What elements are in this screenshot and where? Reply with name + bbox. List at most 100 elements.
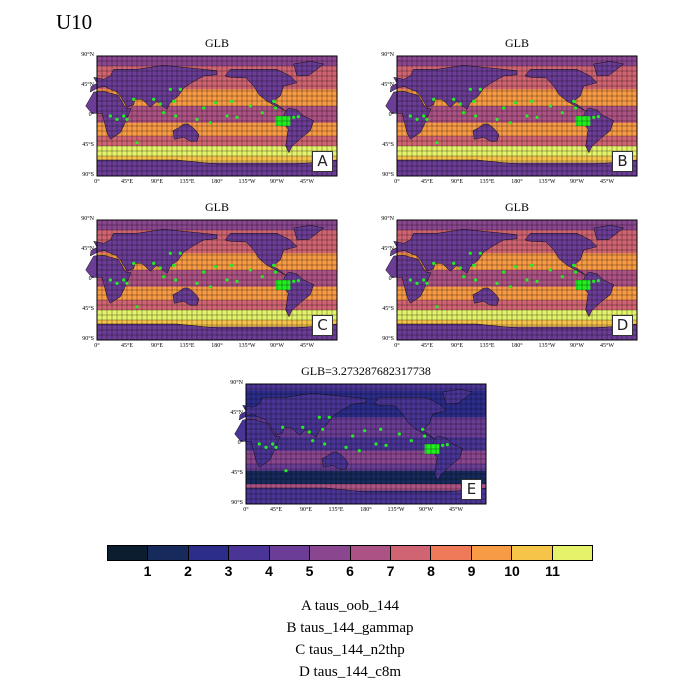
lon-tick-label: 135°W [538, 179, 556, 185]
lat-tick-label: 45°S [82, 142, 94, 148]
grid-point-marker [572, 263, 576, 267]
grid-point-marker [474, 114, 478, 118]
grid-point-marker [152, 97, 156, 101]
colorbar-tick-label: 11 [545, 563, 560, 579]
grid-point-marker [272, 99, 276, 103]
continent-shape [293, 61, 325, 77]
grid-point-marker [115, 117, 119, 121]
grid-point-marker [468, 87, 472, 91]
grid-point-marker [178, 87, 182, 91]
colorbar-tick-label: 10 [504, 563, 520, 579]
grid-point-marker [174, 278, 178, 282]
lon-tick-label: 45°W [599, 343, 615, 349]
grid-point-marker [468, 251, 472, 255]
grid-point-marker [321, 427, 325, 431]
lon-tick-label: 90°W [269, 343, 285, 349]
lon-tick-label: 0° [394, 179, 400, 185]
grid-point-marker [125, 281, 129, 285]
grid-point-marker [162, 111, 166, 115]
colorbar-swatch [552, 546, 593, 560]
grid-point-marker [274, 445, 278, 449]
grid-point-marker [168, 251, 172, 255]
grid-point-marker [327, 415, 331, 419]
grid-point-marker [435, 305, 439, 309]
lat-tick-label: 45°S [82, 306, 94, 312]
map-panel-d: D [385, 219, 638, 341]
grid-point-marker [178, 251, 182, 255]
grid-point-marker [560, 275, 564, 279]
lat-tick-label: 90°S [231, 500, 243, 506]
grid-point-marker [452, 97, 456, 101]
grid-point-marker [260, 275, 264, 279]
grid-point-marker [397, 432, 401, 436]
colorbar-swatch [188, 546, 230, 560]
grid-point-marker [458, 102, 462, 106]
grid-point-marker [408, 114, 412, 118]
grid-point-marker [230, 99, 234, 103]
grid-point-marker [230, 263, 234, 267]
grid-point-marker [478, 87, 482, 91]
lon-tick-label: 135°W [238, 343, 256, 349]
grid-point-marker [462, 275, 466, 279]
grid-point-marker [284, 469, 288, 473]
lat-tick-label: 0° [88, 112, 94, 118]
grid-point-marker [525, 114, 529, 118]
lon-tick-label: 180° [360, 507, 372, 513]
grid-point-marker [432, 97, 436, 101]
lon-tick-label: 135°E [179, 343, 195, 349]
grid-point-marker [214, 265, 218, 269]
grid-point-marker [248, 268, 252, 272]
lon-tick-label: 135°W [387, 507, 405, 513]
grid-point-marker [596, 115, 600, 119]
map-panel-c: C [85, 219, 338, 341]
colorbar-tick-label: 8 [427, 563, 435, 579]
map-plot-b [385, 55, 638, 177]
panel-title: GLB=3.273287682317738 [301, 364, 431, 378]
grid-point-marker [363, 429, 367, 433]
grid-point-marker [132, 261, 136, 265]
grid-point-marker [248, 104, 252, 108]
grid-point-marker [214, 101, 218, 105]
grid-point-marker [132, 97, 136, 101]
colorbar-tick-label: 6 [346, 563, 354, 579]
lon-tick-label: 45°E [420, 179, 434, 185]
colorbar-tick-label: 3 [224, 563, 233, 579]
grid-point-marker [422, 278, 426, 282]
colorbar-swatch [148, 546, 189, 560]
lat-tick-label: 45°S [231, 470, 243, 476]
colorbar-tick-label: 7 [386, 563, 395, 579]
grid-point-marker [162, 275, 166, 279]
continent-shape [293, 225, 325, 241]
continent-shape [593, 225, 625, 241]
grid-point-marker [514, 101, 518, 105]
lat-tick-label: 90°S [82, 172, 94, 178]
grid-point-marker [274, 270, 278, 274]
lon-tick-label: 45°E [120, 343, 134, 349]
continent-shape [593, 61, 625, 77]
colorbar-swatch [471, 546, 513, 560]
grid-point-marker [158, 102, 162, 106]
grid-point-marker [281, 425, 285, 429]
grid-point-marker [260, 111, 264, 115]
lat-tick-label: 45°N [81, 246, 94, 252]
map-panel-a: A [85, 55, 338, 177]
grid-point-marker [530, 99, 534, 103]
map-frame [96, 219, 338, 341]
lon-tick-label: 135°E [479, 179, 495, 185]
grid-point-marker [172, 99, 176, 103]
grid-point-marker [122, 278, 126, 282]
lon-tick-label: 180° [211, 179, 223, 185]
grid-point-marker [592, 279, 596, 283]
lon-tick-label: 90°E [150, 343, 164, 349]
legend-line-b: B taus_144_gammap [286, 620, 414, 636]
lon-tick-label: 90°E [150, 179, 164, 185]
grid-point-marker [474, 278, 478, 282]
lat-tick-label: 0° [237, 440, 243, 446]
grid-point-marker [502, 106, 506, 110]
colorbar-tick-label: 1 [143, 563, 152, 579]
grid-point-marker [535, 115, 539, 119]
grid-point-marker [384, 443, 388, 447]
lon-tick-label: 45°W [599, 179, 615, 185]
panel-title: GLB [205, 36, 229, 50]
grid-point-marker [508, 121, 512, 125]
